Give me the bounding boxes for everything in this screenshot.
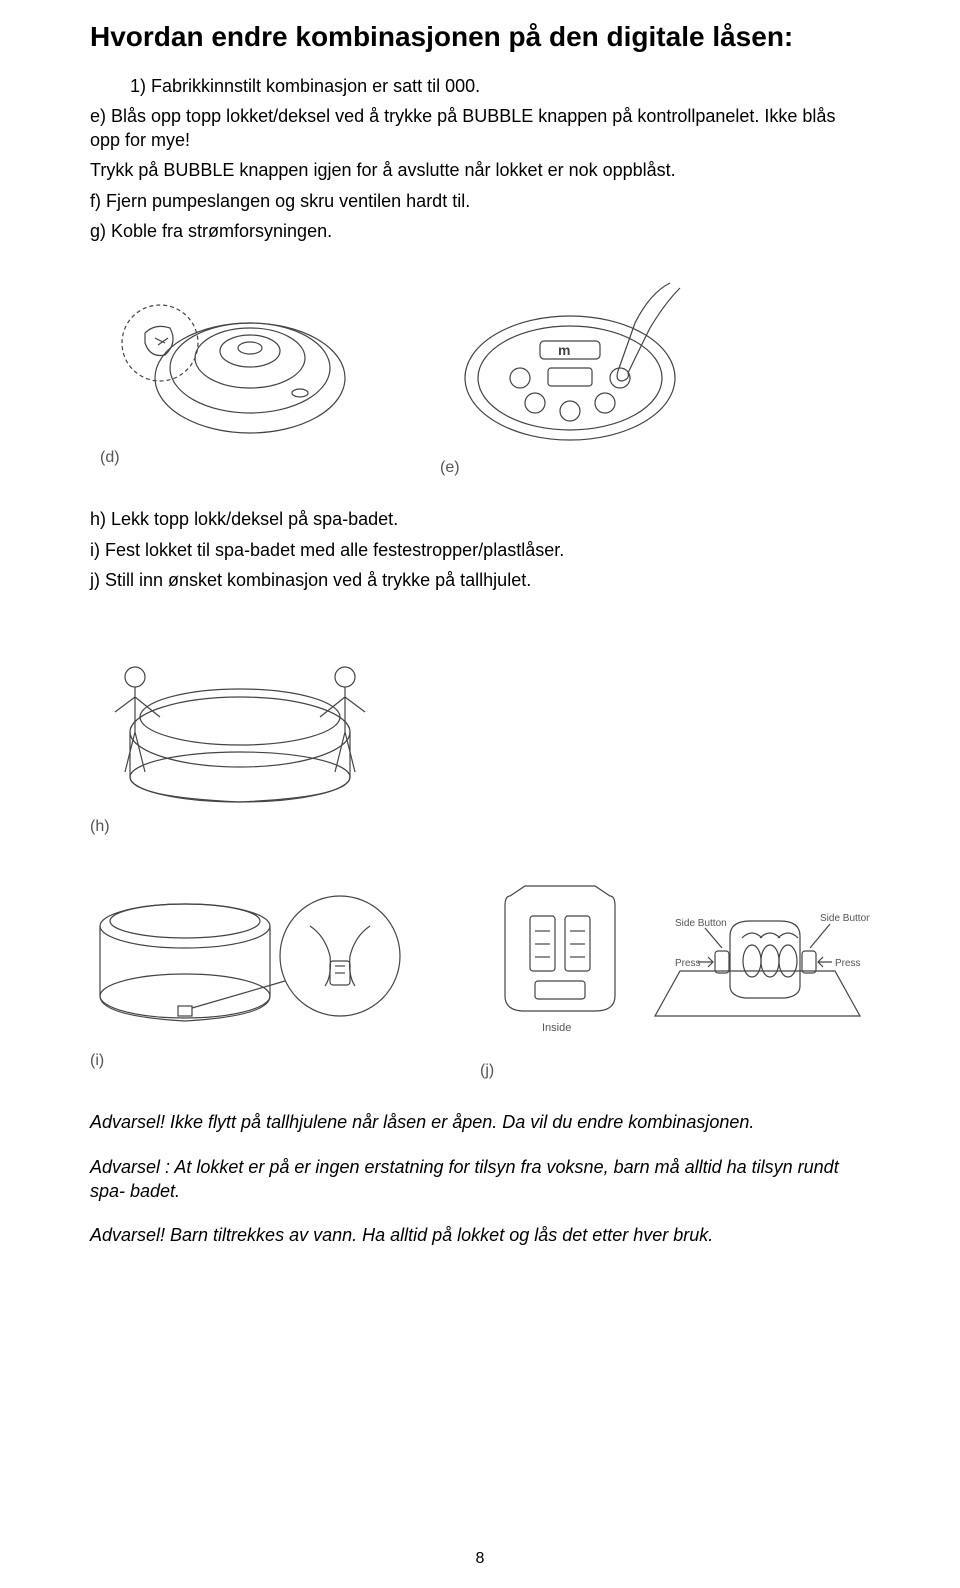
side-button-label-r: Side Button: [820, 913, 870, 924]
instruction-block-1: 1) Fabrikkinnstilt kombinasjon er satt t…: [90, 74, 870, 244]
step-g: g) Koble fra strømforsyningen.: [90, 219, 870, 243]
figure-e-label: (e): [440, 459, 460, 477]
figure-j-label: (j): [480, 1062, 494, 1080]
press-label-r: Press: [835, 958, 861, 969]
step-j: j) Still inn ønsket kombinasjon ved å tr…: [90, 568, 870, 592]
figure-row-h: (h): [90, 622, 870, 836]
instruction-block-2: h) Lekk topp lokk/deksel på spa-badet. i…: [90, 507, 870, 592]
press-label-l: Press: [675, 958, 701, 969]
figure-j: Inside Side Button Side Button: [480, 866, 870, 1080]
page-number: 8: [476, 1550, 485, 1568]
figure-h: (h): [90, 622, 390, 836]
figure-h-label: (h): [90, 818, 110, 836]
step-e2: Trykk på BUBBLE knappen igjen for å avsl…: [90, 158, 870, 182]
step-i: i) Fest lokket til spa-badet med alle fe…: [90, 538, 870, 562]
figure-row-de: (d) m (e): [90, 273, 870, 477]
warning-2: Advarsel : At lokket er på er ingen erst…: [90, 1155, 870, 1204]
warning-3: Advarsel! Barn tiltrekkes av vann. Ha al…: [90, 1223, 870, 1247]
drawing-i-icon: [90, 866, 420, 1046]
figure-row-ij: (i) Inside: [90, 866, 870, 1080]
figure-i: (i): [90, 866, 420, 1080]
drawing-h-icon: [90, 622, 390, 812]
step-f: f) Fjern pumpeslangen og skru ventilen h…: [90, 189, 870, 213]
drawing-d-icon: [100, 273, 360, 443]
step-1: 1) Fabrikkinnstilt kombinasjon er satt t…: [90, 74, 870, 98]
figure-i-label: (i): [90, 1052, 104, 1070]
figure-e: m (e): [440, 273, 740, 477]
side-button-label-l: Side Button: [675, 918, 727, 929]
step-e: e) Blås opp topp lokket/deksel ved å try…: [90, 104, 870, 153]
drawing-j-icon: Inside Side Button Side Button: [480, 866, 870, 1056]
panel-brand: m: [558, 342, 570, 358]
figure-d-label: (d): [100, 449, 120, 467]
step-h: h) Lekk topp lokk/deksel på spa-badet.: [90, 507, 870, 531]
page-heading: Hvordan endre kombinasjonen på den digit…: [90, 20, 870, 54]
inside-label: Inside: [542, 1022, 571, 1034]
warning-1: Advarsel! Ikke flytt på tallhjulene når …: [90, 1110, 870, 1134]
drawing-e-icon: m: [440, 273, 740, 453]
figure-d: (d): [100, 273, 360, 477]
